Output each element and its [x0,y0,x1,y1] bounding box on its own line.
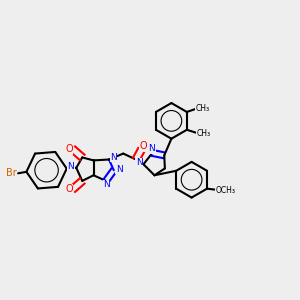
Text: N: N [68,162,74,171]
Text: O: O [65,184,73,194]
Text: O: O [139,141,147,151]
Text: N: N [103,180,110,189]
Text: O: O [65,144,73,154]
Text: N: N [136,158,142,167]
Text: N: N [148,144,155,153]
Text: CH₃: CH₃ [196,104,210,113]
Text: N: N [116,165,122,174]
Text: OCH₃: OCH₃ [215,186,236,195]
Text: Br: Br [6,168,17,178]
Text: N: N [110,153,117,162]
Text: CH₃: CH₃ [196,129,211,138]
